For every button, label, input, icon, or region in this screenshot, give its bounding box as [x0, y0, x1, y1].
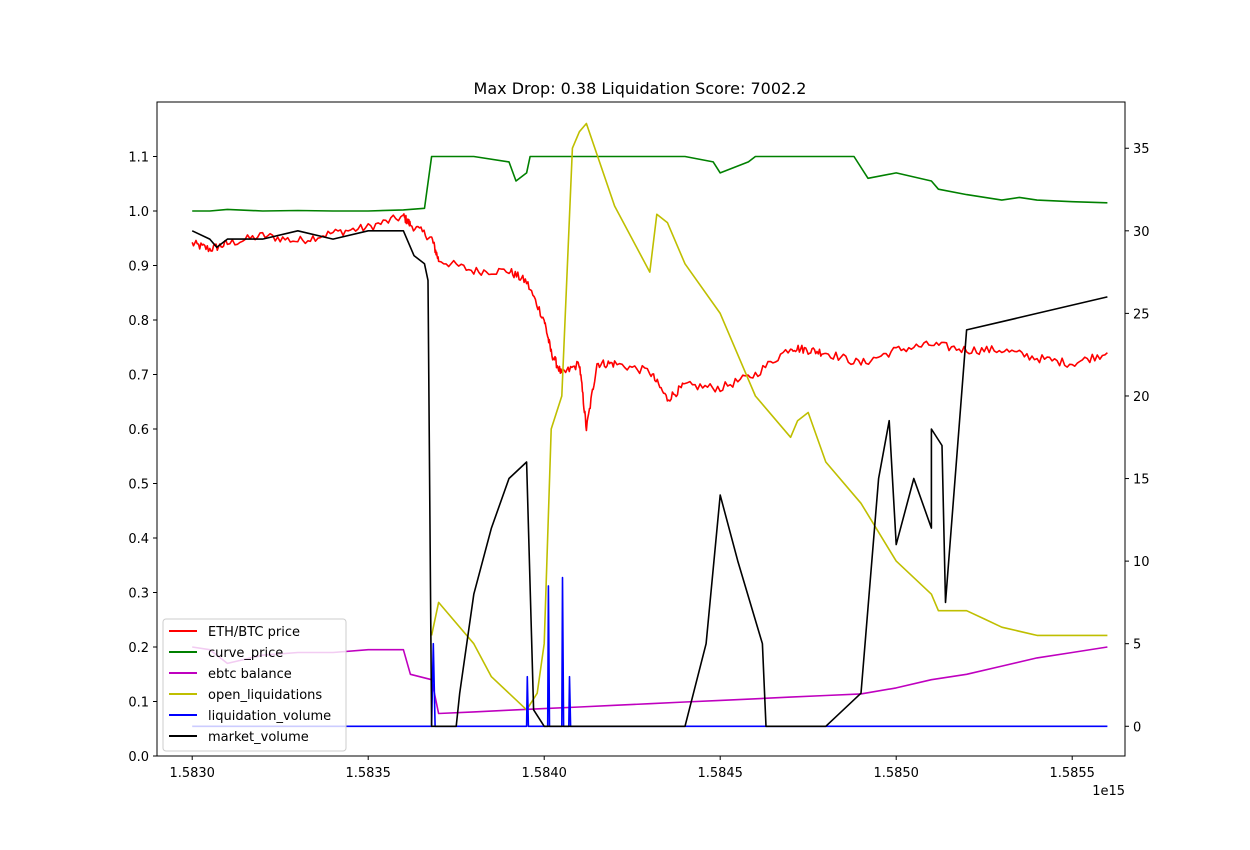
x-tick-label: 1.5835 — [345, 766, 391, 781]
legend-box — [162, 618, 347, 752]
y-left-tick-label: 0.5 — [128, 478, 149, 493]
chart-title: Max Drop: 0.38 Liquidation Score: 7002.2 — [474, 79, 807, 98]
y-left-tick-label: 0.9 — [128, 260, 149, 275]
legend-label-liquidation-volume: liquidation_volume — [208, 709, 331, 724]
legend-label-market-volume: market_volume — [208, 730, 309, 745]
y-left-tick-label: 0.3 — [128, 587, 149, 602]
y-left-tick-label: 0.2 — [128, 641, 149, 656]
y-left-tick-label: 0.0 — [128, 750, 149, 765]
y-right-tick-label: 25 — [1133, 307, 1150, 322]
x-tick-label: 1.5845 — [697, 766, 743, 781]
series-line-eth-btc-price — [191, 213, 1108, 432]
y-right-tick-label: 15 — [1133, 473, 1150, 488]
x-offset-label: 1e15 — [1092, 784, 1125, 799]
y-axis-left: 0.0 0.1 0.2 0.3 0.4 0.5 0.6 0.7 0.8 0.9 1.0 1.1 — [128, 151, 157, 765]
legend-label-ebtc-balance: ebtc balance — [208, 667, 292, 682]
series-line-open-liquidations — [430, 122, 1108, 711]
y-right-tick-label: 10 — [1133, 555, 1150, 570]
y-right-tick-label: 35 — [1133, 142, 1150, 157]
y-left-tick-label: 0.1 — [128, 696, 149, 711]
series-line-market-volume — [191, 230, 1108, 728]
x-tick-label: 1.5830 — [169, 766, 215, 781]
legend-label-eth-btc-price: ETH/BTC price — [208, 625, 300, 640]
x-axis: 1.5830 1.5835 1.5840 1.5845 1.5850 1.5855 — [169, 756, 1095, 781]
x-tick-label: 1.5840 — [521, 766, 567, 781]
y-right-tick-label: 5 — [1133, 638, 1141, 653]
y-left-tick-label: 1.1 — [128, 151, 149, 166]
y-right-tick-label: 30 — [1133, 225, 1150, 240]
y-right-tick-label: 0 — [1133, 720, 1141, 735]
y-left-tick-label: 0.8 — [128, 314, 149, 329]
y-axis-right: 0 5 10 15 20 25 30 35 — [1125, 142, 1150, 735]
legend-label-curve-price: curve_price — [208, 646, 283, 661]
y-left-tick-label: 0.4 — [128, 532, 149, 547]
series-line-liquidation-volume — [192, 576, 1108, 728]
series-line-curve-price — [192, 155, 1108, 212]
y-left-tick-label: 0.6 — [128, 423, 149, 438]
x-tick-label: 1.5850 — [873, 766, 919, 781]
y-left-tick-label: 1.0 — [128, 205, 149, 220]
legend-label-open-liquidations: open_liquidations — [208, 688, 322, 703]
x-tick-label: 1.5855 — [1049, 766, 1095, 781]
y-left-tick-label: 0.7 — [128, 369, 149, 384]
y-right-tick-label: 20 — [1133, 390, 1150, 405]
